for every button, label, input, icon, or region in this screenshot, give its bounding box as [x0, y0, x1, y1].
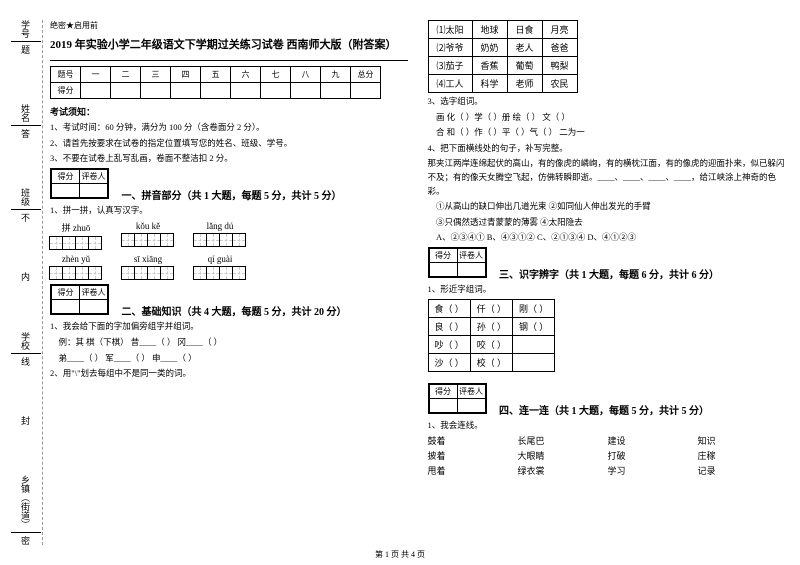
- q2-1-ex: 例：其 棋（下棋） 昔____（ ） 冈____（ ）: [50, 336, 408, 350]
- q2-4-opts2: ③只偶然透过青蒙蒙的薄雾 ④太阳隐去: [428, 216, 786, 230]
- score-table: 题号一二三四五六七八九总分 得分: [50, 66, 381, 99]
- q1-1: 1、拼一拼，认真写汉字。: [50, 204, 408, 218]
- q2-4-opts1: ①从高山的缺口伸出几道光束 ②如同仙人伸出发光的手臂: [428, 200, 786, 214]
- q2-3-line2: 合 和（ ）作（ ）平（ ）气（ ） 二为一: [428, 126, 786, 140]
- category-table: ⑴太阳地球日食月亮 ⑵爷爷奶奶老人爸爸 ⑶茄子香蕉葡萄鸭梨 ⑷工人科学老师农民: [428, 20, 578, 93]
- grader-box: 得分评卷人: [50, 168, 109, 199]
- table-row: 沙（ ）校（ ）: [428, 353, 555, 371]
- table-row: ⑷工人科学老师农民: [428, 75, 577, 93]
- section-4-title: 四、连一连（共 1 大题，每题 5 分，共计 5 分）: [499, 402, 709, 417]
- grader-box: 得分评卷人: [428, 247, 487, 278]
- page-footer: 第 1 页 共 4 页: [0, 549, 800, 560]
- section-2-title: 二、基础知识（共 4 大题，每题 5 分，共计 20 分）: [122, 303, 347, 318]
- table-row: 良（ ）孙（ ）钢（ ）: [428, 317, 555, 335]
- notice-title: 考试须知：: [50, 105, 408, 118]
- binding-sidebar: 学号题 姓名答 班级不 内 学校线 封 乡镇（街道）密: [8, 20, 43, 545]
- grader-box: 得分评卷人: [50, 284, 109, 315]
- q2-1-line2: 弟____（ ） 军____（ ） 申____（ ）: [50, 352, 408, 366]
- connect-row: 披着大眼睛打破庄稼: [428, 449, 786, 462]
- q2-3-line1: 画 化（ ）学（ ）册 绘（ ） 文（ ）: [428, 111, 786, 125]
- sidebar-slot-3: 班级不: [11, 188, 41, 222]
- table-row: 得分: [51, 83, 381, 99]
- pinyin-row: 拼 zhuō kǒu kě lǎng dú: [50, 221, 408, 250]
- q2-2: 2、用"\"划去每组中不是同一类的词。: [50, 367, 408, 381]
- notice-item: 1、考试时间：60 分钟，满分为 100 分（含卷面分 2 分）。: [50, 121, 408, 135]
- page-content: 绝密★启用前 2019 年实验小学二年级语文下学期过关练习试卷 西南师大版（附答…: [0, 0, 800, 489]
- table-row: 食（ ）仟（ ）刚（ ）: [428, 299, 555, 317]
- sidebar-slot-2: 姓名答: [11, 104, 41, 138]
- exam-title: 2019 年实验小学二年级语文下学期过关练习试卷 西南师大版（附答案）: [50, 36, 408, 52]
- section-3-title: 三、识字辨字（共 1 大题，每题 6 分，共计 6 分）: [499, 266, 719, 281]
- sidebar-slot-6: 封: [19, 416, 32, 425]
- table-row: 题号一二三四五六七八九总分: [51, 67, 381, 83]
- q2-1: 1、我会给下面的字加偏旁组字并组词。: [50, 320, 408, 334]
- q4-1: 1、我会连线。: [428, 419, 786, 433]
- sidebar-slot-5: 学校线: [11, 332, 41, 366]
- section-1-title: 一、拼音部分（共 1 大题，每题 5 分，共计 5 分）: [122, 187, 342, 202]
- q2-4-choices: A、②③④① B、④③①② C、②①③④ D、④①②③: [428, 231, 786, 245]
- table-row: 吵（ ）咬（ ）: [428, 335, 555, 353]
- confidential-label: 绝密★启用前: [50, 20, 408, 31]
- fold-line: [42, 20, 43, 545]
- pinyin-row: zhèn yǔ sī xiāng qí guài: [50, 254, 408, 280]
- sidebar-slot-7: 乡镇（街道）密: [11, 475, 41, 545]
- notice-item: 3、不要在试卷上乱写乱画，卷面不整洁扣 2 分。: [50, 152, 408, 166]
- q2-4-body: 那夹江两岸连绵起伏的高山，有的像虎的嶙峋，有的横枕江面，有的像虎的迎面扑来，似已…: [428, 157, 786, 198]
- q2-4: 4、把下面横线处的句子，补写完整。: [428, 142, 786, 156]
- table-row: ⑴太阳地球日食月亮: [428, 21, 577, 39]
- left-column: 绝密★启用前 2019 年实验小学二年级语文下学期过关练习试卷 西南师大版（附答…: [50, 20, 408, 479]
- notice-item: 2、请首先按要求在试卷的指定位置填写您的姓名、班级、学号。: [50, 137, 408, 151]
- sidebar-slot-4: 内: [19, 272, 32, 281]
- connect-row: 鼓着长尾巴建设知识: [428, 434, 786, 447]
- table-row: ⑵爷爷奶奶老人爸爸: [428, 39, 577, 57]
- q2-3: 3、选字组词。: [428, 95, 786, 109]
- q3-1: 1、形近字组词。: [428, 283, 786, 297]
- table-row: ⑶茄子香蕉葡萄鸭梨: [428, 57, 577, 75]
- connect-row: 甩着绿衣裳学习记录: [428, 464, 786, 477]
- similar-char-table: 食（ ）仟（ ）刚（ ） 良（ ）孙（ ）钢（ ） 吵（ ）咬（ ） 沙（ ）校…: [428, 299, 556, 372]
- sidebar-slot-1: 学号题: [11, 20, 41, 54]
- grader-box: 得分评卷人: [428, 383, 487, 414]
- right-column: ⑴太阳地球日食月亮 ⑵爷爷奶奶老人爸爸 ⑶茄子香蕉葡萄鸭梨 ⑷工人科学老师农民 …: [428, 20, 786, 479]
- title-rule: [50, 60, 408, 61]
